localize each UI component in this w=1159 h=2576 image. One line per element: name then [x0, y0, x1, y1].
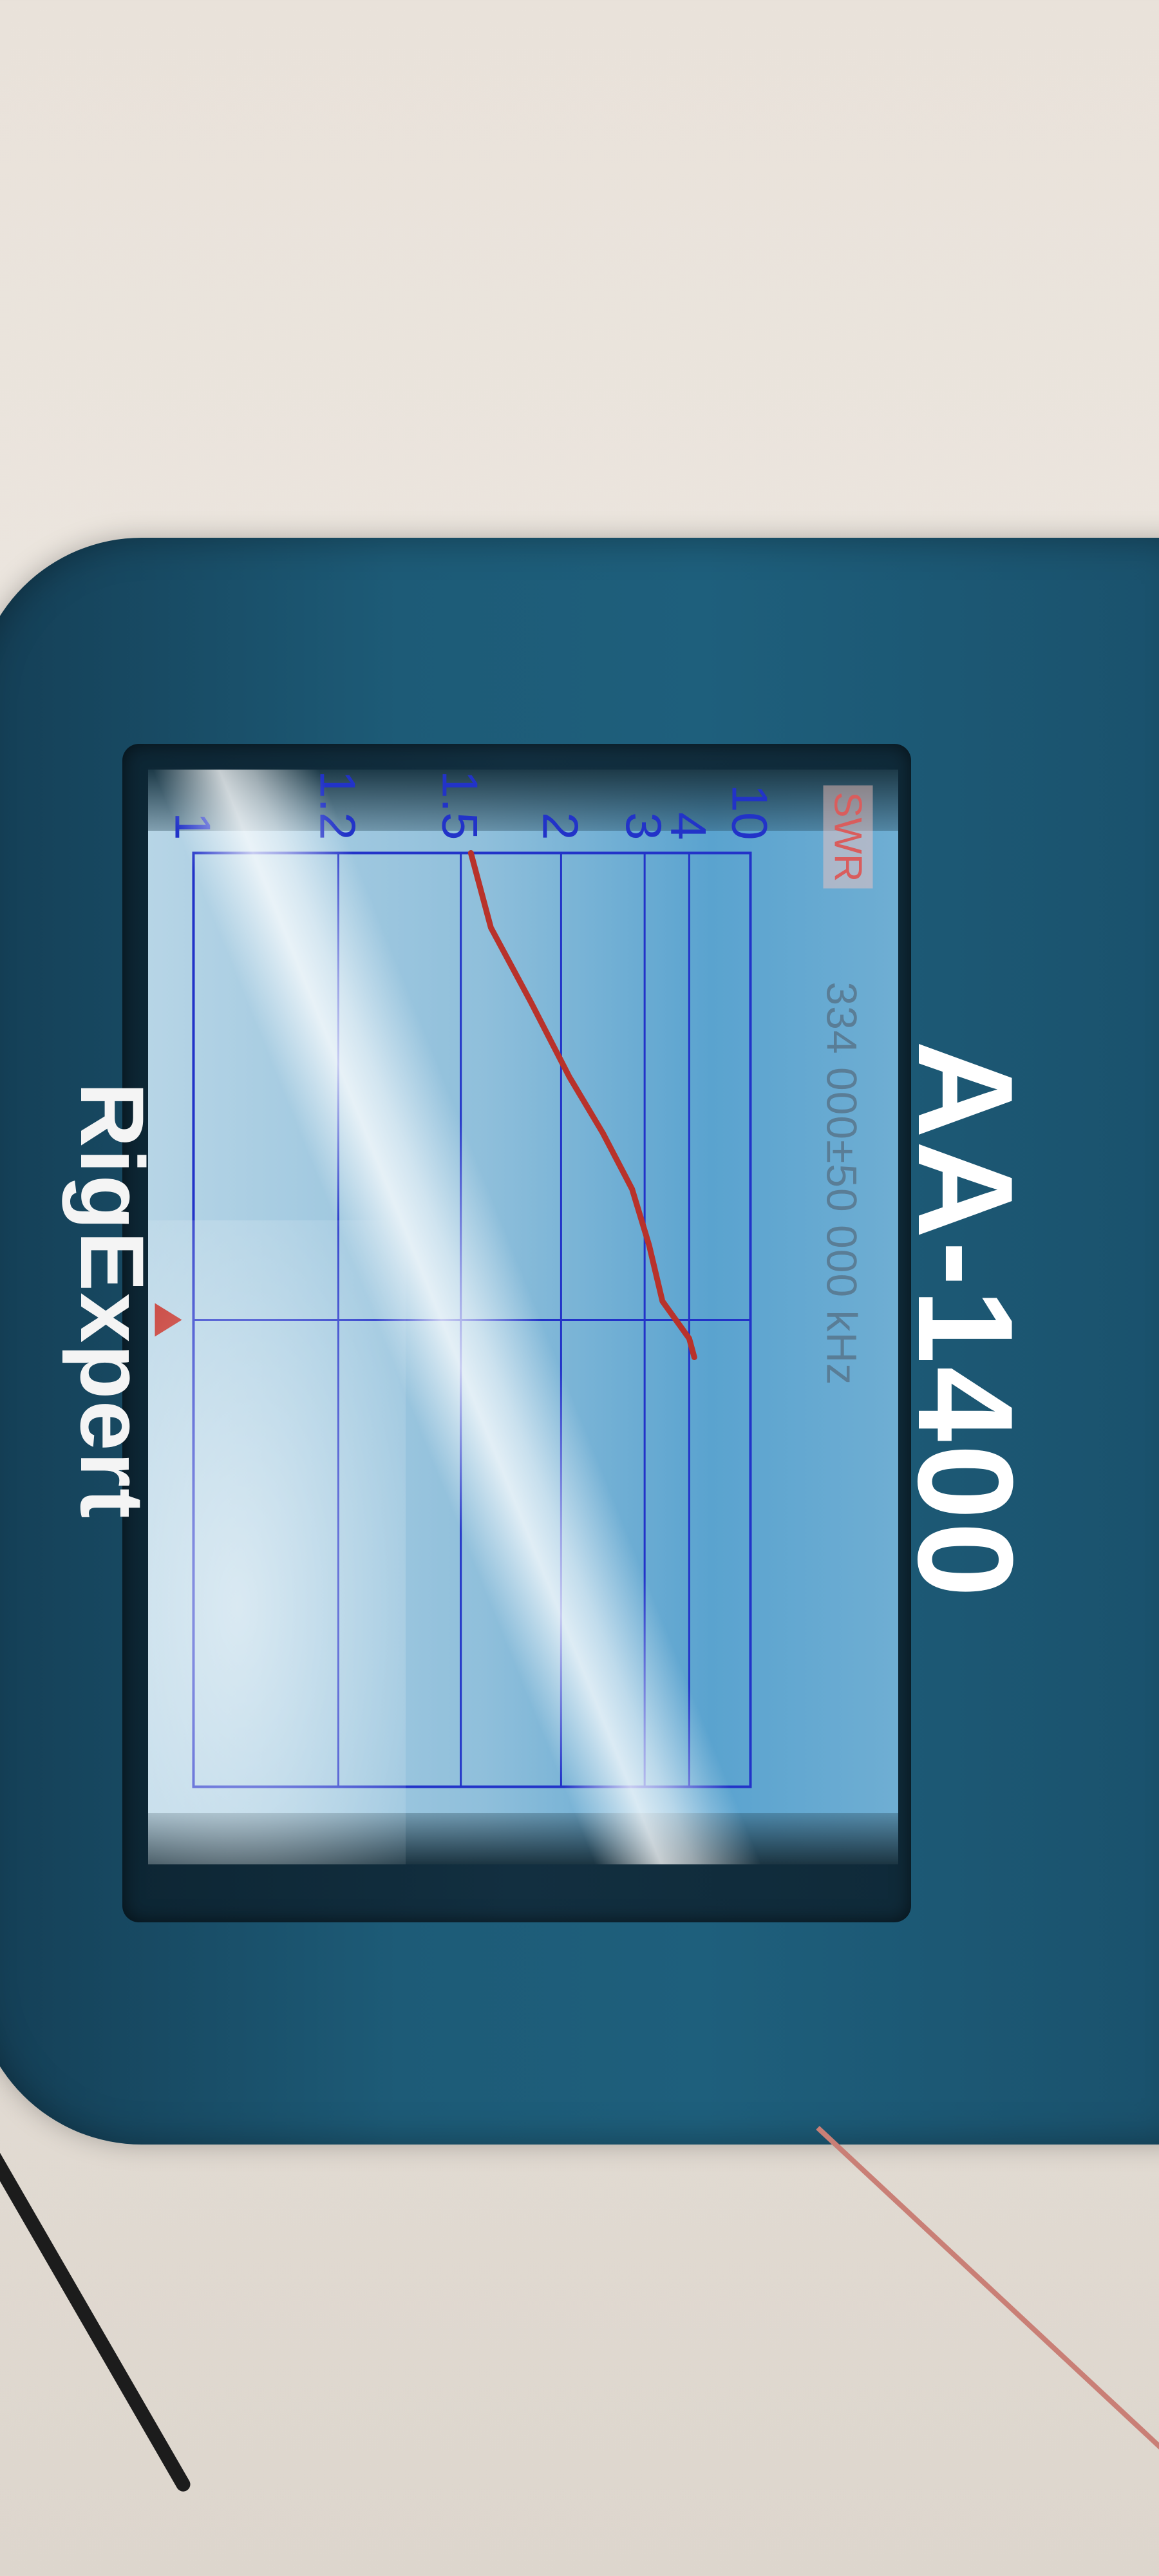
model-label: AA-1400: [890, 1040, 1041, 1600]
cable: [0, 2096, 193, 2494]
brand-logo-text: RigExpert: [62, 1082, 163, 1520]
